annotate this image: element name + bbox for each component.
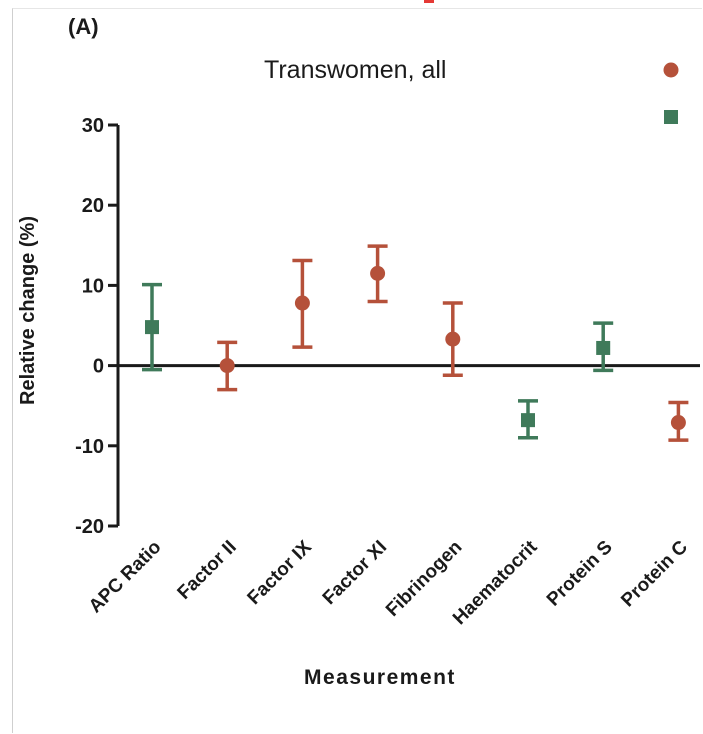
legend-marker-circle <box>663 62 679 78</box>
data-point <box>593 321 614 373</box>
y-tick-label: 30 <box>82 115 104 137</box>
y-tick-label: 10 <box>82 275 104 297</box>
x-tick-label: Protein S <box>543 537 617 611</box>
y-tick-label: -10 <box>75 436 104 458</box>
figure-frame <box>12 8 702 733</box>
point-marker-circle <box>445 331 461 347</box>
data-point <box>217 340 238 392</box>
data-point <box>142 282 162 372</box>
point-marker-circle <box>294 295 310 311</box>
data-point <box>292 258 313 349</box>
y-tick-label: 0 <box>93 356 104 378</box>
y-tick-label: 20 <box>82 195 104 217</box>
point-marker-circle <box>219 358 235 374</box>
legend-marker-square <box>664 110 678 124</box>
point-marker-square <box>521 413 535 428</box>
data-point <box>518 399 538 440</box>
data-point <box>668 400 689 442</box>
point-marker-square <box>145 320 159 335</box>
data-point <box>367 244 388 304</box>
point-marker-square <box>596 340 611 355</box>
data-points <box>142 244 689 442</box>
point-marker-circle <box>670 415 686 431</box>
x-tick-label: Factor IX <box>244 536 317 609</box>
data-point <box>442 301 463 377</box>
y-axis-label: Relative change (%) <box>17 216 39 405</box>
top-accent-mark <box>424 0 434 3</box>
panel-label: (A) <box>68 14 99 39</box>
x-tick-label: Factor XI <box>319 537 391 609</box>
legend <box>663 62 679 124</box>
x-tick-label: Protein C <box>617 536 692 611</box>
chart-title: Transwomen, all <box>264 56 446 84</box>
point-marker-circle <box>370 265 386 281</box>
y-tick-label: -20 <box>75 516 104 538</box>
x-axis-label: Measurement <box>304 666 456 689</box>
x-tick-label: APC Ratio <box>85 537 166 618</box>
x-tick-label: Factor II <box>174 537 241 604</box>
